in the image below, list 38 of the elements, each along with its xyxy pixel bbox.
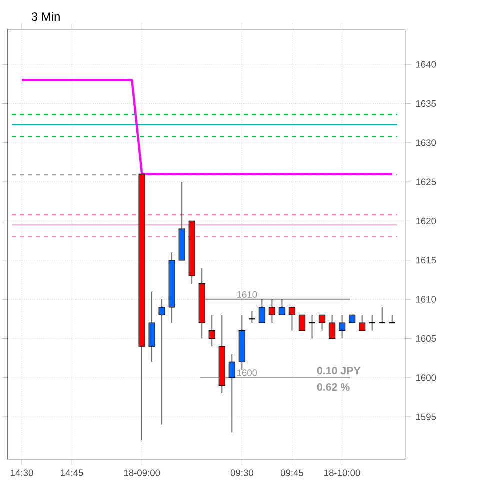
y-tick-label: 1620 bbox=[416, 218, 436, 225]
x-tick-label: 14:30 bbox=[11, 470, 34, 476]
candlestick bbox=[248, 310, 256, 324]
candlestick bbox=[338, 314, 346, 340]
x-tick-label: 18-09:00 bbox=[124, 470, 160, 476]
candlestick bbox=[308, 314, 316, 340]
y-tick-label: 1600 bbox=[416, 374, 436, 382]
candlestick bbox=[378, 306, 386, 324]
candlestick bbox=[158, 299, 166, 426]
candlestick bbox=[368, 314, 376, 332]
y-tick-label: 1640 bbox=[416, 61, 436, 68]
y-tick-label: 1615 bbox=[416, 257, 436, 264]
candlestick bbox=[278, 299, 286, 316]
candlestick bbox=[318, 314, 326, 332]
candlestick bbox=[268, 299, 276, 324]
candlestick bbox=[228, 354, 236, 434]
y-tick-label: 1605 bbox=[416, 335, 436, 342]
candlestick bbox=[258, 299, 266, 324]
y-tick-label: 1630 bbox=[416, 140, 436, 146]
y-tick-label: 1635 bbox=[416, 100, 436, 108]
x-tick-label: 18-10:00 bbox=[324, 470, 360, 476]
candlestick bbox=[208, 314, 216, 347]
x-tick-label: 09:30 bbox=[230, 470, 254, 476]
x-tick-label: 09:45 bbox=[280, 470, 304, 476]
ref-line-label: 1600 bbox=[238, 370, 258, 376]
annotation: 0.62 % bbox=[317, 384, 350, 392]
chart-title: 3 Min bbox=[32, 12, 60, 22]
y-tick-label: 1610 bbox=[416, 296, 436, 303]
candlestick bbox=[298, 314, 306, 332]
x-tick-label: 14:45 bbox=[61, 470, 84, 476]
candlestick bbox=[328, 314, 336, 340]
y-tick-label: 1595 bbox=[416, 414, 436, 420]
ref-line-label: 1610 bbox=[238, 291, 258, 298]
y-tick-label: 1625 bbox=[416, 178, 436, 186]
candlestick bbox=[358, 314, 366, 332]
candlestick bbox=[148, 291, 156, 363]
annotation: 0.10 JPY bbox=[317, 367, 361, 375]
candlestick bbox=[288, 306, 296, 332]
